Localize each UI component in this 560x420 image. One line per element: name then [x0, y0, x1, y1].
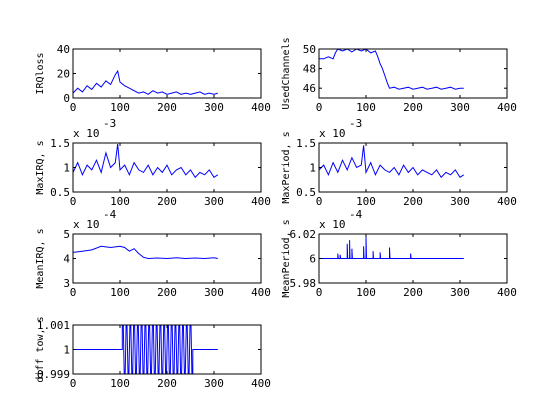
y-exponent-power: -4	[349, 208, 363, 221]
y-axis-label: MaxPeriod, s	[281, 131, 292, 203]
x-tick-label: 400	[497, 286, 517, 299]
axis-frame	[72, 48, 262, 99]
panel-maxperiod: 0 100 200 300 400 0.5 1 1.5 MaxPeriod, s x 10-3	[281, 117, 517, 208]
x-tick-label: 0	[316, 195, 323, 208]
x-tick-label: 400	[251, 101, 271, 114]
x-tick-label: 400	[497, 101, 517, 114]
y-tick-label: 46	[303, 82, 316, 95]
panel-usedchannels: 0 100 200 300 400 46 48 50 UsedChannels	[281, 37, 517, 114]
y-tick-label: 1	[309, 162, 316, 175]
y-tick-label: 0.5	[50, 186, 70, 199]
x-tick-label: 400	[251, 377, 271, 390]
x-tick-label: 200	[403, 286, 423, 299]
y-tick-label: 0	[63, 92, 70, 105]
x-tick-label: 0	[70, 101, 77, 114]
x-tick-label: 200	[157, 377, 177, 390]
x-tick-label: 300	[204, 195, 224, 208]
x-tick-label: 400	[251, 195, 271, 208]
series-line	[72, 143, 219, 179]
x-tick-label: 300	[204, 377, 224, 390]
y-tick-label: 6	[309, 253, 316, 266]
x-tick-label: 300	[204, 101, 224, 114]
x-tick-label: 100	[356, 195, 376, 208]
x-tick-label: 300	[204, 286, 224, 299]
y-exponent-label: x 10	[73, 127, 100, 140]
y-axis-label: MeanIRQ, s	[35, 228, 46, 288]
x-tick-label: 0	[70, 377, 77, 390]
y-exponent-label: x 10	[319, 127, 346, 140]
x-tick-label: 400	[251, 286, 271, 299]
series-line	[319, 236, 464, 259]
y-axis-label: UsedChannels	[281, 37, 292, 109]
y-axis-label: diff tow, s	[35, 316, 46, 382]
x-tick-label: 200	[157, 286, 177, 299]
y-tick-label: 1.5	[50, 137, 70, 150]
axis-frame	[72, 142, 262, 193]
x-tick-label: 0	[316, 101, 323, 114]
y-tick-label: 48	[303, 63, 316, 76]
y-tick-label: 6.02	[290, 228, 317, 241]
panel-meanirq: 0 100 200 300 400 3 4 5 MeanIRQ, s x 10-4	[35, 208, 271, 299]
x-tick-label: 200	[403, 101, 423, 114]
x-tick-label: 200	[157, 101, 177, 114]
panel-maxirq: 0 100 200 300 400 0.5 1 1.5 MaxIRQ, s x 10-3	[35, 117, 271, 208]
x-tick-label: 0	[70, 195, 77, 208]
y-tick-label: 1.5	[296, 137, 316, 150]
x-tick-label: 100	[356, 101, 376, 114]
y-tick-label: 20	[57, 68, 70, 81]
y-tick-label: 3	[63, 277, 70, 290]
x-tick-label: 100	[110, 195, 130, 208]
x-tick-label: 0	[70, 286, 77, 299]
y-tick-label: 50	[303, 43, 316, 56]
y-exponent-label: x 10	[319, 218, 346, 231]
y-tick-label: 5.98	[290, 277, 317, 290]
x-tick-label: 100	[356, 286, 376, 299]
y-tick-label: 40	[57, 43, 70, 56]
panel-irqloss: 0 100 200 300 400 0 20 40 IRQloss	[35, 43, 271, 114]
y-exponent-power: -3	[103, 117, 116, 130]
x-tick-label: 100	[110, 286, 130, 299]
x-tick-label: 300	[450, 195, 470, 208]
x-tick-label: 200	[403, 195, 423, 208]
series-line	[73, 324, 218, 375]
y-tick-label: 1	[63, 162, 70, 175]
x-tick-label: 200	[157, 195, 177, 208]
series-line	[72, 69, 218, 95]
y-exponent-power: -3	[349, 117, 362, 130]
y-exponent-power: -4	[103, 208, 117, 221]
series-line	[318, 145, 465, 179]
x-tick-label: 0	[316, 286, 323, 299]
x-tick-label: 300	[450, 101, 470, 114]
y-axis-label: MaxIRQ, s	[35, 140, 46, 194]
series-line	[72, 245, 218, 260]
x-tick-label: 400	[497, 195, 517, 208]
y-axis-label: MeanPeriod, s	[281, 219, 292, 297]
x-tick-label: 100	[110, 377, 130, 390]
axis-frame	[318, 48, 508, 99]
x-tick-label: 100	[110, 101, 130, 114]
y-tick-label: 5	[63, 228, 70, 241]
y-tick-label: 4	[63, 253, 70, 266]
y-tick-label: 1.001	[37, 319, 70, 332]
x-tick-label: 300	[450, 286, 470, 299]
y-tick-label: 0.999	[37, 368, 70, 381]
y-tick-label: 0.5	[296, 186, 316, 199]
y-exponent-label: x 10	[73, 218, 100, 231]
series-line	[319, 48, 464, 90]
y-tick-label: 1	[63, 344, 70, 357]
y-axis-label: IRQloss	[35, 52, 46, 94]
